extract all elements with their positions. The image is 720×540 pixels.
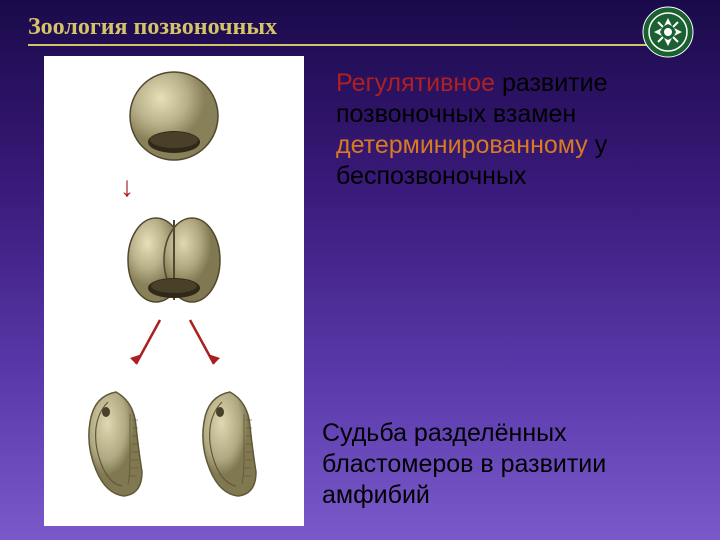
arrow-down-icon: ↓ — [120, 172, 134, 204]
text-part3: детерминированному — [336, 131, 588, 159]
single-cell-icon — [126, 68, 222, 164]
embryo-right-icon — [190, 384, 270, 504]
arrow-right-icon — [184, 316, 224, 381]
page-title: Зоология позвоночных — [28, 14, 277, 41]
arrow-left-icon — [126, 316, 166, 381]
text-regulative: Регулятивное развитие позвоночных взамен… — [336, 68, 680, 192]
text-part1: Регулятивное — [336, 69, 495, 97]
two-cell-icon — [126, 212, 222, 308]
diagram-panel: ↓ — [44, 56, 304, 526]
university-emblem — [642, 6, 694, 58]
title-underline — [28, 44, 688, 46]
text-caption: Судьба разделённых бластомеров в развити… — [322, 418, 680, 511]
embryo-left-icon — [76, 384, 156, 504]
